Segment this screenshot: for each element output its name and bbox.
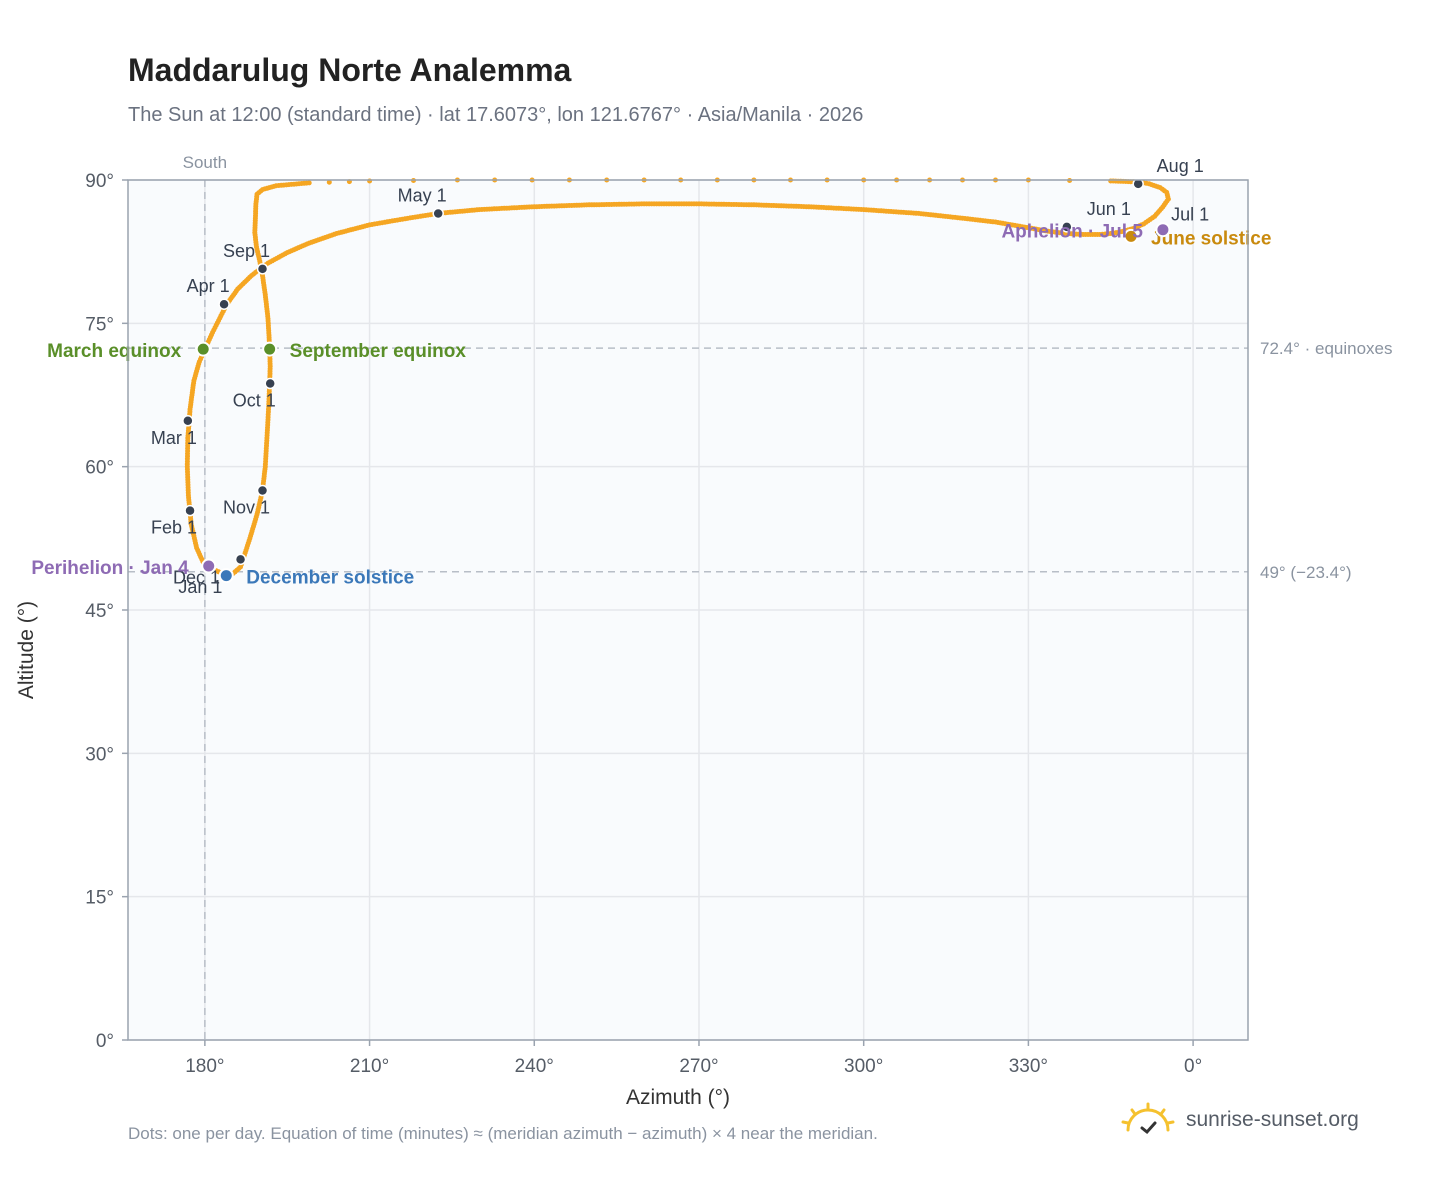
event-dot — [195, 341, 211, 357]
x-tick-label: 330° — [1009, 1056, 1048, 1077]
event-dot — [201, 558, 217, 574]
month-dot — [182, 415, 194, 427]
y-tick-label: 0° — [96, 1031, 114, 1052]
event-label: June solstice — [1151, 228, 1271, 249]
month-dot — [264, 377, 276, 390]
event-dot — [1155, 222, 1171, 238]
event-dot — [218, 568, 234, 584]
month-label: Nov 1 — [223, 498, 270, 518]
event-dot — [262, 341, 278, 357]
brand-label: sunrise-sunset.org — [1186, 1108, 1359, 1131]
event-label: March equinox — [47, 341, 182, 362]
event-label: September equinox — [290, 341, 467, 362]
y-tick-label: 15° — [85, 888, 114, 909]
x-tick-label: 300° — [844, 1056, 883, 1077]
event-label: Perihelion · Jan 4 — [31, 558, 189, 579]
month-label: May 1 — [398, 185, 447, 205]
south-label: South — [183, 153, 227, 172]
y-tick-label: 45° — [85, 601, 114, 622]
event-dot — [1123, 228, 1139, 244]
month-label: Apr 1 — [187, 276, 230, 296]
y-tick-label: 75° — [85, 314, 114, 335]
month-markers: Jan 1 Feb 1 Mar 1 Apr 1 May 1 Jun 1 Jul 1 Aug 1… — [151, 156, 1209, 597]
event-label: December solstice — [246, 568, 414, 589]
event-markers: March equinox September equinox June solst… — [31, 222, 1271, 589]
month-label: Jun 1 — [1087, 199, 1131, 219]
month-label: Aug 1 — [1157, 156, 1204, 176]
y-axis-title: Altitude (°) — [15, 601, 38, 699]
footnote: Dots: one per day. Equation of time (min… — [128, 1124, 878, 1143]
month-label: Sep 1 — [223, 241, 270, 261]
month-label: Feb 1 — [151, 518, 197, 538]
month-dot — [256, 484, 269, 497]
y-tick-label: 90° — [85, 171, 114, 192]
brand[interactable]: sunrise-sunset.org — [1120, 1102, 1359, 1138]
month-label: Mar 1 — [151, 428, 197, 448]
x-tick-label: 240° — [515, 1056, 554, 1077]
month-label: Jul 1 — [1171, 205, 1209, 225]
month-dot — [432, 207, 444, 220]
chart-title: Maddarulug Norte Analemma — [128, 52, 572, 88]
x-axis-title: Azimuth (°) — [626, 1086, 730, 1109]
x-tick-label: 180° — [185, 1056, 224, 1077]
month-dot — [1061, 221, 1073, 233]
reference-label: 49° (−23.4°) — [1260, 563, 1352, 582]
x-tick-label: 210° — [350, 1056, 389, 1077]
y-tick-label: 30° — [85, 744, 114, 765]
event-label: Aphelion · Jul 5 — [1001, 222, 1143, 243]
month-label: Jan 1 — [178, 577, 222, 597]
month-label: Oct 1 — [233, 391, 276, 411]
month-dot — [234, 553, 247, 566]
grid-lines — [128, 179, 1248, 1041]
month-dot — [256, 263, 269, 275]
reference-lines: South 72.4° · equinoxes 49° (−23.4°) — [128, 153, 1393, 1040]
day-dot — [326, 179, 332, 185]
axes: 180° 210° 240° 270° 300° 330° 0° 0° 15° 30° 45° 60°… — [15, 171, 1202, 1109]
month-dot — [218, 298, 230, 310]
sun-logo-icon — [1121, 1102, 1175, 1135]
chart-subtitle: The Sun at 12:00 (standard time) · lat 1… — [128, 104, 864, 126]
reference-label: 72.4° · equinoxes — [1260, 339, 1393, 358]
y-tick-label: 60° — [85, 458, 114, 479]
x-tick-label: 270° — [679, 1056, 718, 1077]
month-dot — [184, 504, 196, 517]
month-dot — [1132, 178, 1144, 190]
x-tick-label: 0° — [1184, 1056, 1202, 1077]
